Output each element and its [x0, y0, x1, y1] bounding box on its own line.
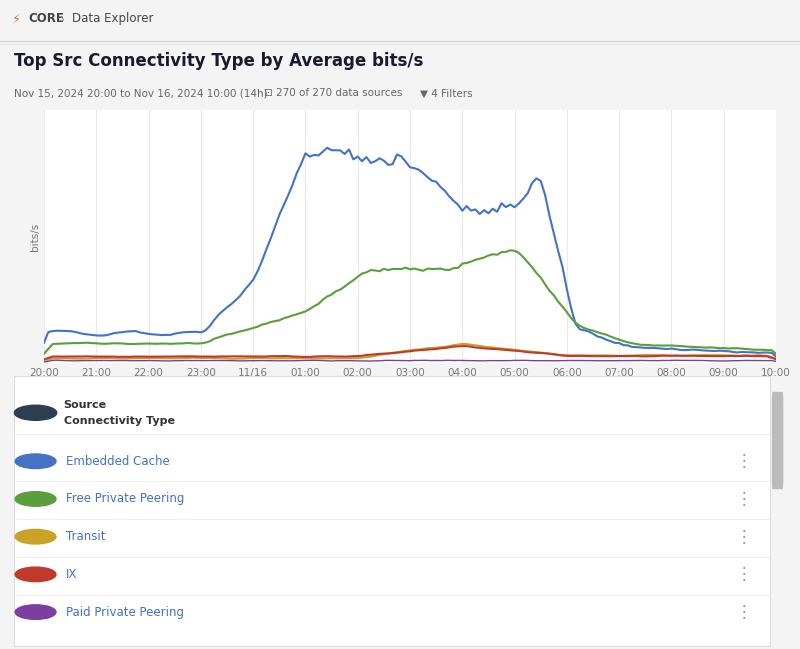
- Text: ⋮: ⋮: [736, 528, 752, 546]
- Text: CORE: CORE: [28, 12, 64, 25]
- Text: Data Explorer: Data Explorer: [72, 12, 154, 25]
- Text: ⋮: ⋮: [736, 452, 752, 471]
- Text: ⋮: ⋮: [736, 565, 752, 583]
- Text: ▼ 4 Filters: ▼ 4 Filters: [420, 88, 473, 98]
- Text: Free Private Peering: Free Private Peering: [66, 493, 184, 506]
- Text: ⋮: ⋮: [736, 603, 752, 621]
- Text: Source: Source: [63, 400, 106, 410]
- Circle shape: [15, 530, 56, 544]
- Text: ⚡: ⚡: [12, 12, 21, 25]
- FancyBboxPatch shape: [14, 376, 770, 646]
- Y-axis label: bits/s: bits/s: [30, 223, 40, 251]
- Text: ⋮: ⋮: [736, 490, 752, 508]
- Circle shape: [15, 492, 56, 506]
- Text: Nov 15, 2024 20:00 to Nov 16, 2024 10:00 (14h): Nov 15, 2024 20:00 to Nov 16, 2024 10:00…: [14, 88, 268, 98]
- Text: Top Src Connectivity Type by Average bits/s: Top Src Connectivity Type by Average bit…: [14, 53, 424, 70]
- Circle shape: [15, 605, 56, 619]
- Text: Transit: Transit: [66, 530, 106, 543]
- Text: Connectivity Type: Connectivity Type: [63, 416, 174, 426]
- Circle shape: [14, 405, 57, 421]
- Text: Embedded Cache: Embedded Cache: [66, 455, 170, 468]
- Text: Paid Private Peering: Paid Private Peering: [66, 606, 184, 618]
- Circle shape: [15, 454, 56, 469]
- Circle shape: [15, 567, 56, 582]
- Text: ⊡ 270 of 270 data sources: ⊡ 270 of 270 data sources: [264, 88, 402, 98]
- FancyBboxPatch shape: [772, 392, 783, 489]
- X-axis label: 2024-11-15 to 2024-11-16 UTC (5 minute intervals): 2024-11-15 to 2024-11-16 UTC (5 minute i…: [276, 386, 544, 395]
- Text: ›: ›: [60, 12, 65, 25]
- Text: IX: IX: [66, 568, 77, 581]
